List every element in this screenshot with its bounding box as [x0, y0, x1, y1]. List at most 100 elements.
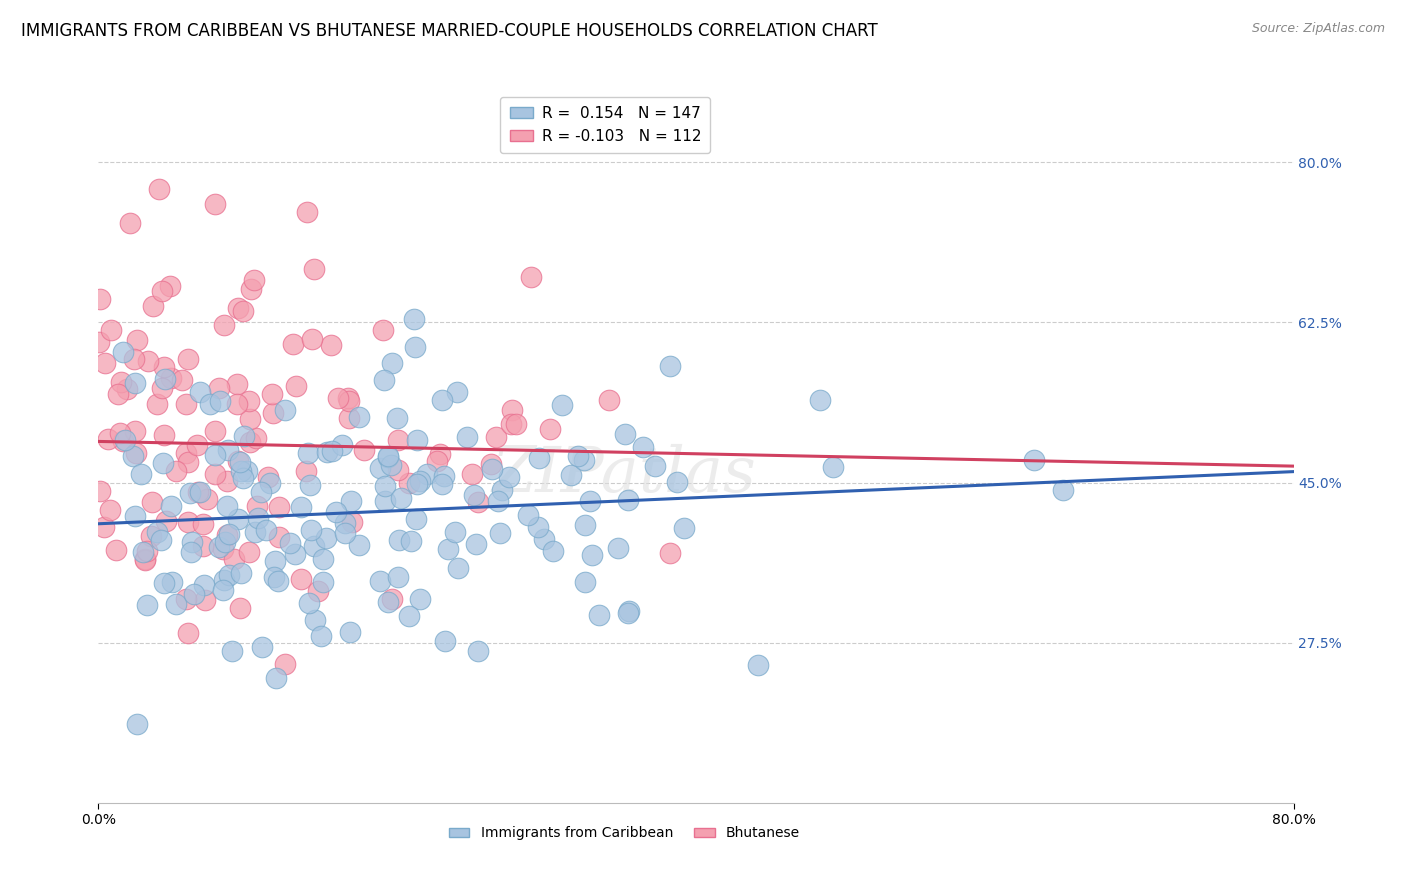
Point — [617, 493, 640, 508]
Point — [215, 474, 238, 488]
Point — [236, 464, 259, 478]
Point — [274, 657, 297, 671]
Point — [538, 422, 561, 436]
Point — [200, 397, 222, 411]
Point — [165, 597, 187, 611]
Point — [489, 525, 512, 540]
Point — [409, 474, 432, 488]
Point — [131, 545, 153, 559]
Point — [447, 561, 470, 575]
Point — [124, 424, 146, 438]
Point — [104, 543, 127, 558]
Point — [617, 603, 640, 617]
Point — [373, 373, 395, 387]
Point — [301, 523, 323, 537]
Point — [406, 434, 429, 448]
Point — [747, 658, 769, 673]
Point — [243, 524, 266, 539]
Point — [215, 528, 238, 542]
Text: ZIPatlas: ZIPatlas — [492, 443, 756, 506]
Point — [97, 432, 120, 446]
Point — [617, 606, 640, 620]
Point — [264, 554, 287, 568]
Point — [377, 450, 399, 464]
Point — [409, 592, 432, 607]
Point — [810, 392, 832, 407]
Point — [224, 551, 246, 566]
Point — [631, 440, 654, 454]
Point — [239, 434, 262, 449]
Point — [122, 352, 145, 367]
Point — [399, 534, 422, 549]
Point — [262, 387, 284, 401]
Point — [89, 483, 111, 498]
Point — [405, 477, 427, 491]
Point — [149, 533, 172, 548]
Point — [574, 517, 596, 532]
Point — [405, 512, 427, 526]
Point — [278, 536, 301, 550]
Point — [481, 462, 503, 476]
Point — [231, 304, 253, 318]
Point — [225, 376, 247, 391]
Point — [115, 383, 138, 397]
Point — [188, 384, 211, 399]
Point — [256, 469, 278, 483]
Point — [316, 445, 339, 459]
Point — [533, 532, 555, 546]
Point — [339, 493, 361, 508]
Point — [550, 398, 572, 412]
Point — [337, 391, 360, 405]
Point — [217, 443, 239, 458]
Point — [456, 430, 478, 444]
Point — [136, 354, 159, 368]
Point — [218, 568, 240, 582]
Point — [153, 576, 176, 591]
Point — [527, 451, 550, 466]
Point — [193, 578, 215, 592]
Point — [298, 596, 321, 610]
Point — [177, 455, 200, 469]
Point — [381, 592, 404, 607]
Point — [124, 509, 146, 524]
Point — [250, 485, 273, 500]
Point — [160, 499, 183, 513]
Point — [145, 524, 167, 539]
Point — [298, 478, 321, 492]
Point — [263, 569, 285, 583]
Point — [425, 454, 447, 468]
Point — [560, 467, 582, 482]
Point — [194, 593, 217, 607]
Point — [238, 544, 260, 558]
Point — [373, 323, 395, 337]
Point — [160, 370, 183, 384]
Point — [486, 494, 509, 508]
Point — [108, 426, 131, 441]
Point — [673, 521, 696, 535]
Point — [191, 516, 214, 531]
Point — [389, 491, 412, 506]
Point — [94, 356, 117, 370]
Point — [342, 515, 364, 529]
Point — [218, 526, 240, 541]
Point — [247, 511, 270, 525]
Point — [238, 394, 260, 409]
Point — [204, 197, 226, 211]
Point — [172, 373, 194, 387]
Point — [208, 394, 231, 409]
Point — [174, 446, 197, 460]
Point — [377, 595, 399, 609]
Point — [437, 542, 460, 557]
Point — [183, 587, 205, 601]
Point — [180, 545, 202, 559]
Point — [195, 491, 218, 506]
Point — [574, 575, 596, 590]
Point — [214, 574, 236, 588]
Point — [377, 449, 399, 463]
Point — [89, 292, 111, 306]
Point — [284, 547, 307, 561]
Point — [231, 464, 253, 478]
Point — [304, 614, 326, 628]
Point — [266, 671, 288, 685]
Point — [432, 477, 454, 491]
